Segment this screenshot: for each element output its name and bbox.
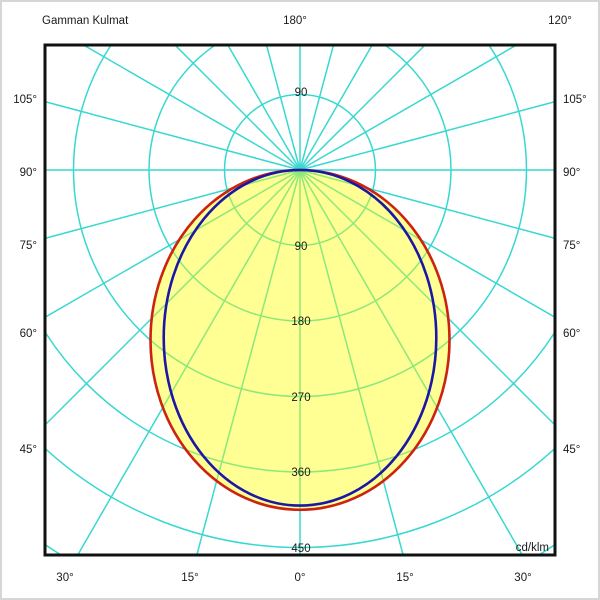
polar-grid-ray [84, 46, 301, 171]
gamma-label-top-120: 120° [548, 15, 572, 27]
radial-tick-450: 450 [291, 543, 310, 555]
polar-grid-ray [175, 46, 301, 171]
gamma-label-left-105: 105° [13, 94, 37, 106]
polar-grid-ray [299, 46, 334, 171]
gamma-label-right-105: 105° [563, 94, 587, 106]
radial-tick-360: 360 [291, 467, 310, 479]
units-label: cd/klm [516, 542, 549, 554]
gamma-label-right-45: 45° [563, 444, 580, 456]
intensity-curves [149, 168, 451, 512]
gamma-label-right-60: 60° [563, 328, 580, 340]
gamma-label-bottom-30R: 30° [514, 572, 531, 584]
polar-grid-ray [46, 169, 301, 239]
gamma-label-right-75: 75° [563, 240, 580, 252]
gamma-label-left-60: 60° [20, 328, 37, 340]
chart-title: Gamman Kulmat [42, 15, 129, 27]
polar-grid-ray [299, 169, 554, 239]
polar-grid-ray [299, 169, 554, 318]
radial-tick-270: 270 [291, 392, 310, 404]
polar-grid-ray [299, 169, 554, 425]
polar-grid-ray [299, 169, 404, 554]
polar-grid-ray [299, 46, 373, 171]
polar-grid-ray [299, 46, 425, 171]
polar-grid-ray [299, 101, 554, 171]
radial-tick-90: 90 [295, 241, 308, 253]
radial-tick-above-90: 90 [295, 87, 308, 99]
polar-grid-ray [46, 101, 301, 171]
gamma-label-left-45: 45° [20, 444, 37, 456]
gamma-label-bottom-15R: 15° [396, 572, 413, 584]
polar-grid-ray [266, 46, 301, 171]
polar-grid-ray [227, 46, 301, 171]
gamma-label-left-90: 90° [20, 167, 37, 179]
polar-grid-ray [77, 169, 301, 554]
gamma-label-top-180: 180° [283, 15, 307, 27]
gamma-label-bottom-15L: 15° [181, 572, 198, 584]
gamma-label-right-90: 90° [563, 167, 580, 179]
blue-intensity-curve [162, 168, 438, 507]
polar-grid-ray [46, 169, 301, 425]
polar-grid-ray [299, 169, 523, 554]
gamma-label-bottom-0: 0° [295, 572, 306, 584]
polar-grid-ray [196, 169, 301, 554]
plot-frame [43, 43, 557, 557]
polar-grid-ray [46, 169, 301, 318]
polar-grid-ray [299, 46, 516, 171]
gamma-label-left-75: 75° [20, 240, 37, 252]
radial-tick-180: 180 [291, 316, 310, 328]
beam-fill [150, 170, 450, 510]
gamma-label-bottom-30L: 30° [56, 572, 73, 584]
